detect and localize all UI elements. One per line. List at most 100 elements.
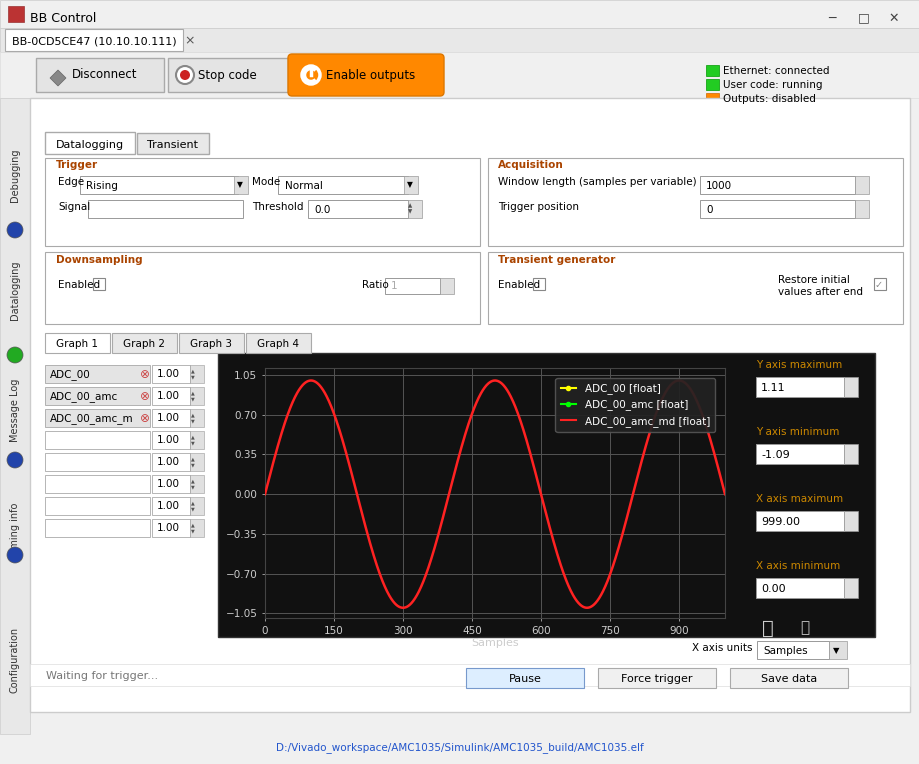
Text: 0.0: 0.0 <box>313 205 330 215</box>
Bar <box>45 387 150 405</box>
Bar <box>699 176 854 194</box>
Bar <box>0 28 919 52</box>
Text: Downsampling: Downsampling <box>56 255 142 265</box>
Bar <box>8 6 24 22</box>
Text: Save data: Save data <box>760 674 816 684</box>
Bar <box>190 453 204 471</box>
X-axis label: Samples: Samples <box>471 639 518 649</box>
Bar <box>80 176 238 194</box>
Text: X axis maximum: X axis maximum <box>755 494 842 504</box>
Text: 0.00: 0.00 <box>760 584 785 594</box>
Bar <box>755 377 843 397</box>
Bar <box>190 365 204 383</box>
Bar <box>88 200 243 218</box>
Bar <box>93 278 105 290</box>
Circle shape <box>180 70 190 80</box>
Bar <box>152 431 190 449</box>
Text: Ethernet: connected: Ethernet: connected <box>722 66 829 76</box>
Bar <box>705 65 719 76</box>
Text: ─: ─ <box>827 11 834 24</box>
Text: Y axis maximum: Y axis maximum <box>755 360 841 370</box>
Circle shape <box>7 222 23 238</box>
Text: ▲
▼: ▲ ▼ <box>191 500 195 511</box>
Text: ▼: ▼ <box>237 180 243 189</box>
Bar <box>0 98 30 734</box>
Bar <box>152 453 190 471</box>
Text: □: □ <box>857 11 868 24</box>
Bar <box>487 158 902 246</box>
Text: Datalogging: Datalogging <box>10 261 20 320</box>
Bar <box>532 278 544 290</box>
Polygon shape <box>50 70 66 86</box>
Text: ▲
▼: ▲ ▼ <box>191 523 195 533</box>
Text: Normal: Normal <box>285 181 323 191</box>
Bar <box>168 58 288 92</box>
Text: ⊗: ⊗ <box>140 367 150 380</box>
Text: ×: × <box>184 34 194 47</box>
Text: 1.00: 1.00 <box>157 479 180 489</box>
Bar <box>152 519 190 537</box>
Bar <box>218 353 874 637</box>
Bar <box>152 365 190 383</box>
Bar <box>112 333 176 353</box>
Text: Ratio: Ratio <box>361 280 389 290</box>
Bar <box>45 409 150 427</box>
Bar <box>190 475 204 493</box>
Bar <box>152 497 190 515</box>
Legend: ADC_00 [float], ADC_00_amc [float], ADC_00_amc_md [float]: ADC_00 [float], ADC_00_amc [float], ADC_… <box>555 378 714 432</box>
Bar <box>873 278 885 290</box>
Bar <box>45 475 150 493</box>
FancyBboxPatch shape <box>288 54 444 96</box>
Bar <box>190 519 204 537</box>
Text: values after end: values after end <box>777 287 862 297</box>
Text: 1.00: 1.00 <box>157 501 180 511</box>
Bar <box>828 641 846 659</box>
Text: Window length (samples per variable): Window length (samples per variable) <box>497 177 696 187</box>
Text: 0: 0 <box>705 205 711 215</box>
Bar <box>179 333 244 353</box>
Circle shape <box>176 66 194 84</box>
Text: Force trigger: Force trigger <box>620 674 692 684</box>
Circle shape <box>7 347 23 363</box>
Text: Graph 1: Graph 1 <box>56 339 98 349</box>
Text: X axis units: X axis units <box>691 643 752 653</box>
Bar <box>699 200 854 218</box>
Text: BB Control: BB Control <box>30 11 96 24</box>
Bar <box>843 444 857 464</box>
Bar <box>190 387 204 405</box>
Text: ⊗: ⊗ <box>140 390 150 403</box>
Bar <box>152 409 190 427</box>
Text: ▲
▼: ▲ ▼ <box>191 368 195 380</box>
Bar <box>755 444 843 464</box>
Bar <box>843 377 857 397</box>
Text: X axis minimum: X axis minimum <box>755 561 839 571</box>
Bar <box>854 200 868 218</box>
Bar <box>36 58 164 92</box>
Text: 1.00: 1.00 <box>157 369 180 379</box>
Text: Waiting for trigger...: Waiting for trigger... <box>46 671 158 681</box>
Text: ▲
▼: ▲ ▼ <box>191 413 195 423</box>
Text: 1.00: 1.00 <box>157 523 180 533</box>
Bar <box>45 132 135 154</box>
Text: ✓: ✓ <box>874 280 882 290</box>
Text: ▲
▼: ▲ ▼ <box>191 457 195 468</box>
Bar <box>705 93 719 104</box>
Text: ▲
▼: ▲ ▼ <box>191 435 195 445</box>
Text: 1.00: 1.00 <box>157 413 180 423</box>
Text: ADC_00: ADC_00 <box>50 370 91 380</box>
Text: ▲
▼: ▲ ▼ <box>191 478 195 490</box>
Circle shape <box>7 547 23 563</box>
Text: User code: running: User code: running <box>722 80 822 90</box>
Text: ADC_00_amc_m: ADC_00_amc_m <box>50 413 133 425</box>
Text: Mode: Mode <box>252 177 280 187</box>
Text: Samples: Samples <box>762 646 807 656</box>
Text: Graph 2: Graph 2 <box>123 339 165 349</box>
Text: 1.00: 1.00 <box>157 435 180 445</box>
Text: Enabled: Enabled <box>497 280 539 290</box>
Bar <box>245 333 311 353</box>
Bar <box>278 176 407 194</box>
Text: 1.11: 1.11 <box>760 383 785 393</box>
Bar <box>137 133 209 154</box>
Text: Debugging: Debugging <box>10 148 20 202</box>
Text: Pause: Pause <box>508 674 541 684</box>
